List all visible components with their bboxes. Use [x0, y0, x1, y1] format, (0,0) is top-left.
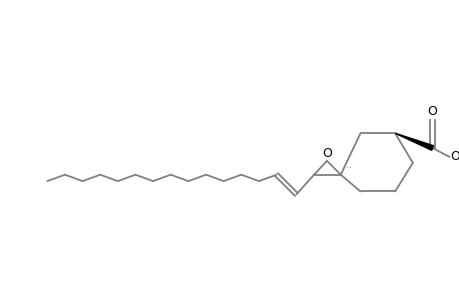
- Text: O: O: [321, 147, 331, 160]
- Text: O: O: [427, 105, 437, 119]
- Text: O: O: [449, 150, 459, 164]
- Polygon shape: [394, 133, 432, 150]
- Text: ···: ···: [342, 163, 351, 173]
